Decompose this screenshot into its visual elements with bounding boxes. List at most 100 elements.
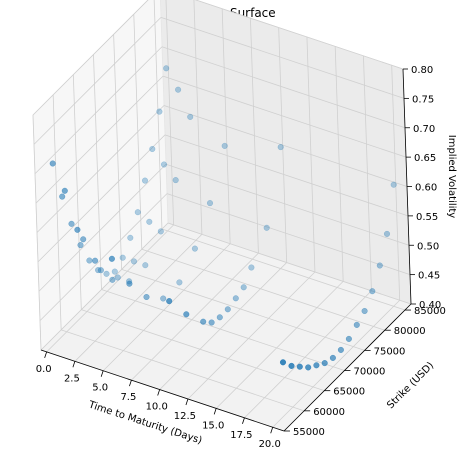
x-tick-mark <box>129 380 132 387</box>
z-tick-label: 0.45 <box>418 271 440 282</box>
z-tick-label: 0.50 <box>417 241 439 252</box>
gridline-z-left <box>35 75 164 204</box>
z-axis-label: Implied Volatility <box>446 135 457 219</box>
data-point <box>130 258 138 265</box>
data-point <box>172 177 179 184</box>
z-tick-label: 0.40 <box>419 300 441 311</box>
gridline-x-floor <box>46 224 174 353</box>
x-tick-label: 12.5 <box>174 411 196 422</box>
data-point <box>337 346 344 353</box>
data-point <box>187 113 194 120</box>
gridline-x-floor <box>215 281 344 409</box>
data-point <box>126 280 133 287</box>
data-point <box>176 279 183 286</box>
data-point <box>142 262 149 269</box>
gridline-z-left <box>36 105 165 233</box>
data-point <box>232 295 239 302</box>
y-tick-label: 85000 <box>414 306 446 317</box>
gridline-y-floor <box>61 329 305 412</box>
gridline-x-floor <box>272 299 400 428</box>
data-point <box>240 284 247 291</box>
data-points <box>49 65 397 371</box>
data-point <box>127 234 134 241</box>
gridline-x-floor <box>244 290 372 419</box>
x-tick-label: 17.5 <box>230 430 252 441</box>
data-point <box>296 363 303 370</box>
data-point <box>74 226 81 233</box>
data-point <box>77 242 84 249</box>
gridline-z-left <box>32 0 149 116</box>
y-tick-label: 70000 <box>354 367 386 378</box>
gridline-y-floor <box>101 289 345 371</box>
data-point <box>134 209 141 216</box>
data-point <box>206 200 214 207</box>
x-tick-mark <box>242 417 245 424</box>
gridline-x-floor <box>187 271 316 400</box>
data-point <box>114 274 121 281</box>
data-point <box>163 65 170 72</box>
data-point <box>119 254 126 261</box>
gridline-z-back <box>163 105 408 187</box>
data-point <box>166 298 173 305</box>
y-tick-label: 55000 <box>293 427 325 438</box>
gridline-x-floor <box>74 234 203 362</box>
x-tick-mark <box>270 427 274 434</box>
data-point <box>216 314 223 321</box>
y-tick-label: 60000 <box>313 407 345 418</box>
data-point <box>313 362 320 369</box>
data-point <box>383 230 391 237</box>
data-point <box>149 145 156 153</box>
z-tick-label: 0.70 <box>413 124 435 135</box>
data-point <box>191 245 198 252</box>
data-point <box>92 257 99 264</box>
x-tick-mark <box>157 389 161 396</box>
data-point <box>80 236 87 243</box>
gridline-z-back <box>166 193 411 276</box>
data-point <box>95 267 102 274</box>
data-point <box>97 267 104 274</box>
y-tick-label: 80000 <box>394 326 426 337</box>
data-point <box>156 108 163 115</box>
z-tick-label: 0.65 <box>414 153 436 164</box>
y-tick-label: 65000 <box>333 387 365 398</box>
gridline-z-left <box>39 193 168 321</box>
x-tick-label: 0.0 <box>36 364 52 375</box>
data-point <box>160 161 168 168</box>
z-tick-label: 0.80 <box>411 65 433 76</box>
data-point <box>248 264 255 271</box>
data-point <box>86 257 93 264</box>
data-point <box>353 321 360 328</box>
gridline-z-back <box>167 222 412 305</box>
data-point <box>277 144 284 151</box>
gridline-z-back <box>164 134 409 217</box>
gridline-z-left <box>37 134 166 263</box>
gridline-z-back <box>161 46 406 129</box>
axis-panes <box>32 0 412 432</box>
data-point <box>224 306 231 313</box>
gridline-z-back <box>165 163 410 246</box>
x-tick-label: 20.0 <box>259 439 281 450</box>
gridline-x-floor <box>102 243 231 372</box>
z-tick-label: 0.60 <box>415 183 437 194</box>
gridline-z-left <box>40 222 169 351</box>
gridline-x-floor <box>159 262 287 390</box>
tick-labels: 0.0 2.5 5.0 7.5 10.0 12.5 15.0 17.5 20.0 55000 600… <box>36 65 446 450</box>
data-point <box>369 288 376 295</box>
data-point <box>329 354 336 361</box>
y-tick-label: 75000 <box>374 346 406 357</box>
data-point <box>288 362 295 369</box>
data-point <box>109 276 116 283</box>
x-tick-label: 5.0 <box>92 383 108 394</box>
gridline-z-left <box>34 46 163 175</box>
z-tick-label: 0.75 <box>412 94 434 105</box>
x-tick-label: 7.5 <box>120 392 136 403</box>
data-point <box>175 86 182 93</box>
data-point <box>143 293 150 301</box>
data-point <box>157 228 164 235</box>
data-point <box>305 364 312 371</box>
gridlines <box>32 0 412 432</box>
y-axis-line <box>283 303 412 432</box>
data-point <box>263 224 270 231</box>
data-point <box>200 318 207 325</box>
